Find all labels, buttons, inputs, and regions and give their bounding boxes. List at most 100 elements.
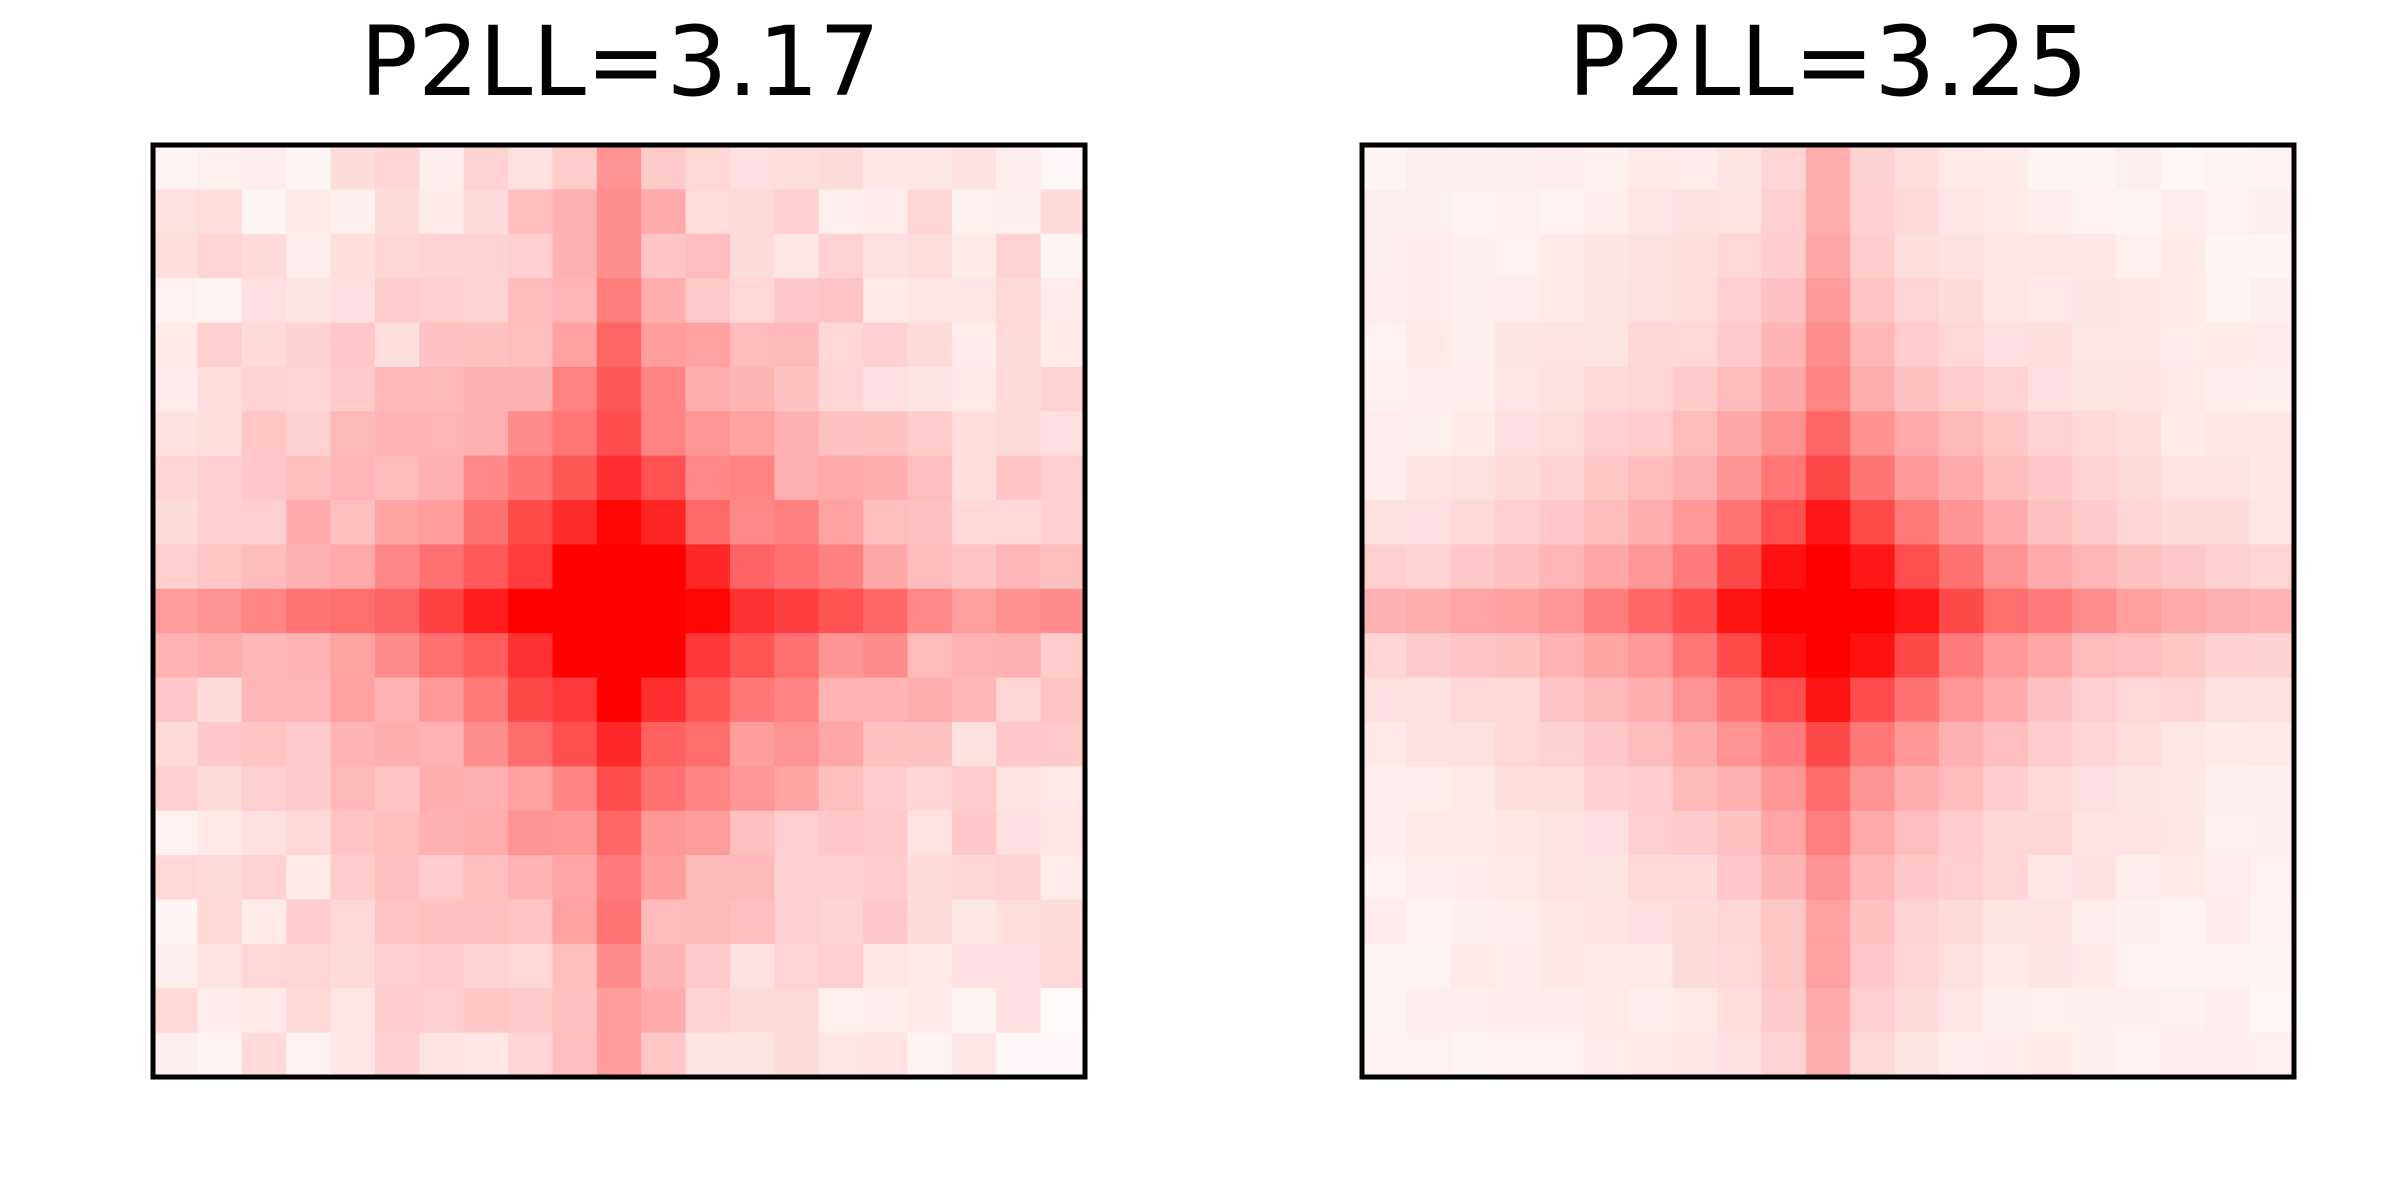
heatmap-cell	[774, 322, 820, 368]
heatmap-cell	[1539, 366, 1585, 412]
heatmap-cell	[1761, 411, 1807, 457]
heatmap-cell	[641, 233, 687, 279]
heatmap-cells-left	[153, 145, 1086, 1078]
heatmap-cell	[1539, 500, 1585, 546]
heatmap-cell	[1717, 677, 1763, 723]
heatmap-cell	[774, 899, 820, 945]
heatmap-cell	[907, 677, 953, 723]
heatmap-cell	[241, 544, 287, 590]
heatmap-cell	[729, 1032, 775, 1078]
heatmap-cell	[2072, 677, 2118, 723]
heatmap-cell	[2160, 588, 2206, 634]
heatmap-cell	[1583, 411, 1629, 457]
heatmap-cell	[1761, 455, 1807, 501]
heatmap-cell	[286, 766, 332, 812]
heatmap-cell	[1362, 233, 1407, 279]
heatmap-cell	[286, 988, 332, 1034]
heatmap-cell	[286, 145, 332, 190]
heatmap-cell	[729, 943, 775, 989]
heatmap-cell	[951, 1032, 997, 1078]
heatmap-cell	[1761, 633, 1807, 679]
heatmap-cell	[641, 588, 687, 634]
heatmap-cell	[330, 411, 376, 457]
heatmap-cell	[907, 988, 953, 1034]
heatmap-cell	[374, 455, 420, 501]
heatmap-cell	[1761, 1032, 1807, 1078]
heatmap-cell	[286, 943, 332, 989]
heatmap-cell	[1672, 1032, 1718, 1078]
heatmap-cell	[2249, 588, 2295, 634]
heatmap-cell	[1983, 544, 2029, 590]
heatmap-cell	[2205, 544, 2251, 590]
heatmap-cell	[153, 588, 198, 634]
heatmap-cell	[197, 943, 243, 989]
heatmap-cell	[1362, 189, 1407, 235]
heatmap-cell	[1717, 943, 1763, 989]
heatmap-cell	[463, 233, 509, 279]
heatmap-cell	[1805, 588, 1851, 634]
heatmap-cell	[996, 233, 1042, 279]
heatmap-cell	[729, 988, 775, 1034]
heatmap-cell	[1583, 366, 1629, 412]
heatmap-cell	[2072, 322, 2118, 368]
heatmap-cell	[1938, 145, 1984, 190]
heatmap-cell	[2027, 721, 2073, 767]
heatmap-cell	[2205, 588, 2251, 634]
heatmap-cell	[907, 233, 953, 279]
heatmap-cell	[153, 810, 198, 856]
heatmap-cell	[863, 322, 909, 368]
heatmap-cell	[996, 189, 1042, 235]
heatmap-cell	[1805, 855, 1851, 901]
heatmap-cell	[463, 189, 509, 235]
heatmap-cell	[330, 677, 376, 723]
heatmap-cell	[2205, 189, 2251, 235]
heatmap-cell	[951, 855, 997, 901]
heatmap-cell	[1583, 1032, 1629, 1078]
heatmap-cell	[818, 1032, 864, 1078]
heatmap-cell	[641, 411, 687, 457]
heatmap-cell	[2160, 721, 2206, 767]
heatmap-cell	[1717, 855, 1763, 901]
heatmap-cell	[1672, 233, 1718, 279]
heatmap-cell	[1938, 233, 1984, 279]
heatmap-cell	[330, 500, 376, 546]
heatmap-cell	[374, 500, 420, 546]
heatmap-cell	[685, 278, 731, 324]
heatmap-cell	[996, 145, 1042, 190]
heatmap-cell	[419, 233, 465, 279]
heatmap-cell	[1628, 943, 1674, 989]
heatmap-cell	[463, 145, 509, 190]
heatmap-cell	[1495, 500, 1541, 546]
heatmap-cell	[197, 366, 243, 412]
heatmap-cell	[241, 233, 287, 279]
heatmap-cell	[729, 366, 775, 412]
heatmap-cell	[1040, 411, 1086, 457]
heatmap-cell	[1406, 366, 1452, 412]
heatmap-cell	[1894, 500, 1940, 546]
heatmap-cell	[818, 588, 864, 634]
heatmap-cell	[774, 278, 820, 324]
heatmap-cell	[1805, 366, 1851, 412]
heatmap-cell	[2027, 633, 2073, 679]
heatmap-cell	[1450, 588, 1496, 634]
heatmap-cell	[1495, 633, 1541, 679]
heatmap-cell	[508, 233, 554, 279]
heatmap-cell	[1583, 943, 1629, 989]
heatmap-cell	[374, 943, 420, 989]
heatmap-cell	[2116, 721, 2162, 767]
heatmap-cell	[1938, 633, 1984, 679]
heatmap-cell	[508, 810, 554, 856]
heatmap-cell	[1450, 366, 1496, 412]
heatmap-cell	[508, 411, 554, 457]
heatmap-cell	[463, 810, 509, 856]
heatmap-cell	[596, 500, 642, 546]
heatmap-cell	[1761, 500, 1807, 546]
heatmap-cell	[2160, 322, 2206, 368]
heatmap-cell	[419, 633, 465, 679]
heatmap-cell	[374, 1032, 420, 1078]
heatmap-cell	[2249, 721, 2295, 767]
heatmap-cell	[1805, 455, 1851, 501]
heatmap-cell	[1450, 810, 1496, 856]
heatmap-cell	[241, 988, 287, 1034]
heatmap-cell	[907, 810, 953, 856]
